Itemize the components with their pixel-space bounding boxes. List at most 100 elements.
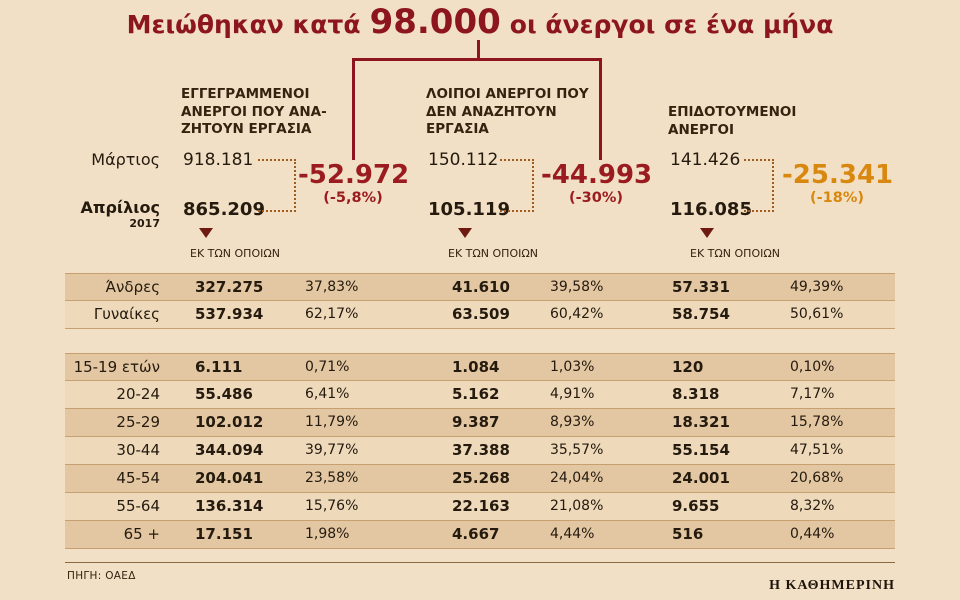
dotted-connector-subsidized bbox=[744, 159, 774, 212]
age-row-65-plus: 65 + 17.151 1,98% 4.667 4,44% 516 0,44% bbox=[65, 521, 895, 549]
age-row-30-44: 30-44 344.094 39,77% 37.388 35,57% 55.15… bbox=[65, 437, 895, 465]
age-row-15-19: 15-19 ετών 6.111 0,71% 1.084 1,03% 120 0… bbox=[65, 353, 895, 381]
subsidized-pct: 0,44% bbox=[790, 526, 835, 542]
other-value: 1.084 bbox=[452, 358, 500, 376]
registered-value: 17.151 bbox=[195, 525, 253, 543]
registered-value: 55.486 bbox=[195, 385, 253, 403]
registered-value: 327.275 bbox=[195, 278, 264, 296]
change-value: -25.341 bbox=[782, 160, 894, 190]
dotted-connector-other bbox=[500, 159, 534, 212]
registered-pct: 1,98% bbox=[305, 526, 350, 542]
subsidized-pct: 15,78% bbox=[790, 414, 844, 430]
subsidized-value: 55.154 bbox=[672, 441, 730, 459]
registered-value: 136.314 bbox=[195, 497, 264, 515]
change-percent: (-5,8%) bbox=[323, 190, 383, 206]
column-heading-registered: ΕΓΓΕΓΡΑΜΜΕΝΟΙ ΑΝΕΡΓΟΙ ΠΟΥ ΑΝΑ- ΖΗΤΟΥΝ ΕΡ… bbox=[181, 86, 327, 138]
row-label: Άνδρες bbox=[105, 278, 160, 296]
other-pct: 60,42% bbox=[550, 306, 604, 322]
subsidized-value: 516 bbox=[672, 525, 704, 543]
of-which-label: ΕΚ ΤΩΝ ΟΠΟΙΩΝ bbox=[190, 247, 280, 260]
registered-value: 6.111 bbox=[195, 358, 243, 376]
change-badge-subsidized: -25.341 (-18%) bbox=[782, 160, 894, 206]
gender-row-women: Γυναίκες 537.934 62,17% 63.509 60,42% 58… bbox=[65, 301, 895, 329]
subsidized-pct: 50,61% bbox=[790, 306, 844, 322]
april-value-registered: 865.209 bbox=[183, 199, 265, 220]
other-value: 22.163 bbox=[452, 497, 510, 515]
other-value: 37.388 bbox=[452, 441, 510, 459]
column-heading-subsidized: ΕΠΙΔΟΤΟΥΜΕΝΟΙ ΑΝΕΡΓΟΙ bbox=[668, 104, 797, 138]
march-value-subsidized: 141.426 bbox=[670, 150, 741, 170]
subsidized-value: 57.331 bbox=[672, 278, 730, 296]
other-value: 5.162 bbox=[452, 385, 500, 403]
column-heading-other: ΛΟΙΠΟΙ ΑΝΕΡΓΟΙ ΠΟΥ ΔΕΝ ΑΝΑΖΗΤΟΥΝ ΕΡΓΑΣΙΑ bbox=[426, 86, 589, 138]
other-value: 9.387 bbox=[452, 413, 500, 431]
subsidized-value: 24.001 bbox=[672, 469, 730, 487]
other-pct: 35,57% bbox=[550, 442, 604, 458]
change-badge-registered: -52.972 (-5,8%) bbox=[298, 160, 410, 206]
registered-value: 102.012 bbox=[195, 413, 264, 431]
subsidized-pct: 47,51% bbox=[790, 442, 844, 458]
title-highlight: 98.000 bbox=[369, 2, 501, 42]
registered-value: 204.041 bbox=[195, 469, 264, 487]
row-label: Γυναίκες bbox=[93, 305, 160, 323]
april-value-other: 105.119 bbox=[428, 199, 510, 220]
row-label: 25-29 bbox=[116, 413, 160, 431]
subsidized-value: 58.754 bbox=[672, 305, 730, 323]
other-pct: 21,08% bbox=[550, 498, 604, 514]
change-percent: (-18%) bbox=[810, 190, 864, 206]
march-label: Μάρτιος bbox=[91, 150, 160, 169]
change-value: -44.993 bbox=[541, 160, 653, 190]
bracket-right-line bbox=[599, 58, 602, 160]
of-which-label: ΕΚ ΤΩΝ ΟΠΟΙΩΝ bbox=[448, 247, 538, 260]
bracket-horizontal-line bbox=[352, 58, 602, 61]
march-value-registered: 918.181 bbox=[183, 150, 254, 170]
other-pct: 4,91% bbox=[550, 386, 595, 402]
registered-pct: 39,77% bbox=[305, 442, 359, 458]
registered-pct: 11,79% bbox=[305, 414, 359, 430]
subsidized-value: 9.655 bbox=[672, 497, 720, 515]
subsidized-pct: 0,10% bbox=[790, 359, 835, 375]
registered-value: 537.934 bbox=[195, 305, 264, 323]
other-pct: 8,93% bbox=[550, 414, 595, 430]
april-label: Απρίλιος bbox=[80, 198, 160, 217]
age-row-25-29: 25-29 102.012 11,79% 9.387 8,93% 18.321 … bbox=[65, 409, 895, 437]
registered-pct: 23,58% bbox=[305, 470, 359, 486]
registered-pct: 0,71% bbox=[305, 359, 350, 375]
gender-row-men: Άνδρες 327.275 37,83% 41.610 39,58% 57.3… bbox=[65, 273, 895, 301]
other-value: 63.509 bbox=[452, 305, 510, 323]
row-label: 30-44 bbox=[116, 441, 160, 459]
source-label: ΠΗΓΗ: ΟΑΕΔ bbox=[67, 570, 136, 582]
change-value: -52.972 bbox=[298, 160, 410, 190]
registered-pct: 15,76% bbox=[305, 498, 359, 514]
registered-pct: 37,83% bbox=[305, 279, 359, 295]
age-row-20-24: 20-24 55.486 6,41% 5.162 4,91% 8.318 7,1… bbox=[65, 381, 895, 409]
footer-divider bbox=[65, 562, 895, 563]
other-pct: 4,44% bbox=[550, 526, 595, 542]
title-suffix: οι άνεργοι σε ένα μήνα bbox=[509, 10, 834, 39]
subsidized-pct: 7,17% bbox=[790, 386, 835, 402]
row-label: 45-54 bbox=[116, 469, 160, 487]
page-title: Μειώθηκαν κατά 98.000 οι άνεργοι σε ένα μή… bbox=[0, 2, 960, 42]
bracket-left-line bbox=[352, 58, 355, 160]
row-label: 20-24 bbox=[116, 385, 160, 403]
age-row-45-54: 45-54 204.041 23,58% 25.268 24,04% 24.00… bbox=[65, 465, 895, 493]
other-value: 41.610 bbox=[452, 278, 510, 296]
down-triangle-icon bbox=[199, 228, 213, 238]
registered-pct: 6,41% bbox=[305, 386, 350, 402]
registered-pct: 62,17% bbox=[305, 306, 359, 322]
registered-value: 344.094 bbox=[195, 441, 264, 459]
row-label: 15-19 ετών bbox=[73, 358, 160, 376]
other-value: 4.667 bbox=[452, 525, 500, 543]
down-triangle-icon bbox=[458, 228, 472, 238]
subsidized-value: 8.318 bbox=[672, 385, 720, 403]
other-pct: 24,04% bbox=[550, 470, 604, 486]
title-prefix: Μειώθηκαν κατά bbox=[126, 10, 361, 39]
april-value-subsidized: 116.085 bbox=[670, 199, 752, 220]
march-value-other: 150.112 bbox=[428, 150, 499, 170]
brand-logo: Η ΚΑΘΗΜΕΡΙΝΗ bbox=[769, 578, 895, 593]
bracket-stub-line bbox=[477, 40, 480, 60]
age-row-55-64: 55-64 136.314 15,76% 22.163 21,08% 9.655… bbox=[65, 493, 895, 521]
subsidized-pct: 49,39% bbox=[790, 279, 844, 295]
dotted-connector-registered bbox=[258, 159, 296, 212]
